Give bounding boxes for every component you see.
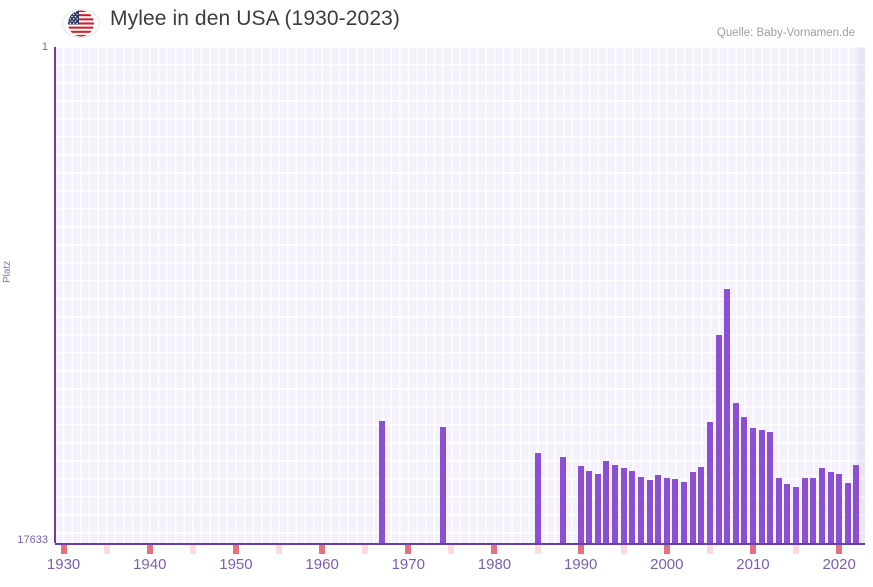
bar bbox=[784, 483, 791, 543]
bar bbox=[560, 456, 567, 543]
y-axis-title: Platz bbox=[2, 260, 13, 283]
bar bbox=[853, 465, 860, 543]
x-tickmark-minor bbox=[793, 545, 800, 554]
bar bbox=[793, 486, 800, 543]
x-axis-tick-label: 1970 bbox=[391, 556, 425, 573]
bar bbox=[732, 403, 739, 543]
chart-title: Mylee in den USA (1930-2023) bbox=[110, 7, 400, 30]
x-axis-tick-label: 2010 bbox=[736, 556, 770, 573]
bar bbox=[827, 472, 834, 543]
bar bbox=[655, 475, 662, 543]
x-tickmark-major bbox=[749, 545, 756, 554]
bar bbox=[612, 465, 619, 543]
bar bbox=[758, 429, 765, 543]
bar bbox=[534, 453, 541, 543]
bar bbox=[577, 466, 584, 543]
x-tickmark-minor bbox=[362, 545, 369, 554]
x-axis-labels: 1930 1940 1950 1960 1970 1980 1990 2000 2010 2020 bbox=[0, 556, 873, 582]
x-tickmark-major bbox=[146, 545, 153, 554]
bar bbox=[439, 426, 446, 543]
x-tickmark-major bbox=[836, 545, 843, 554]
x-tickmark-major bbox=[232, 545, 239, 554]
x-tickmark-major bbox=[60, 545, 67, 554]
x-axis-tick-label: 1980 bbox=[477, 556, 512, 573]
y-axis-line bbox=[54, 47, 56, 543]
bar bbox=[646, 480, 653, 543]
x-tickmark-minor bbox=[276, 545, 283, 554]
x-tickmark-minor bbox=[620, 545, 627, 554]
x-axis-line bbox=[55, 543, 865, 545]
x-tickmark-major bbox=[491, 545, 498, 554]
x-axis-tick-label: 1990 bbox=[563, 556, 598, 573]
bar bbox=[594, 474, 601, 543]
x-tickmark-major bbox=[405, 545, 412, 554]
bar bbox=[379, 420, 386, 543]
bar bbox=[698, 467, 705, 543]
bar bbox=[586, 471, 593, 543]
y-axis-tick-top: 1 bbox=[41, 41, 48, 53]
future-shaded-region bbox=[856, 47, 865, 543]
bar bbox=[767, 431, 774, 543]
x-tickmark-minor bbox=[706, 545, 713, 554]
plot-area bbox=[55, 47, 865, 543]
x-axis-tickmarks bbox=[55, 545, 865, 554]
chart-header: Mylee in den USA (1930-2023) Quelle: Bab… bbox=[0, 0, 873, 47]
bar bbox=[629, 471, 636, 543]
bar bbox=[844, 482, 851, 543]
x-axis-tick-label: 1940 bbox=[133, 556, 167, 573]
bar bbox=[663, 478, 670, 543]
bar-series bbox=[55, 47, 865, 543]
bar bbox=[681, 482, 688, 543]
x-axis-tick-label: 2020 bbox=[822, 556, 856, 573]
x-tickmark-major bbox=[663, 545, 670, 554]
x-axis-tick-label: 2000 bbox=[650, 556, 684, 573]
y-axis-tick-bottom: 17633 bbox=[17, 534, 48, 546]
bar bbox=[706, 422, 713, 543]
x-axis-tick-label: 1930 bbox=[46, 556, 81, 573]
x-tickmark-major bbox=[319, 545, 326, 554]
bar bbox=[749, 427, 756, 543]
x-tickmark-minor bbox=[103, 545, 110, 554]
bar bbox=[620, 468, 627, 543]
x-tickmark-major bbox=[577, 545, 584, 554]
x-axis-tick-label: 1960 bbox=[305, 556, 339, 573]
bar bbox=[810, 478, 817, 543]
bar bbox=[741, 416, 748, 543]
x-axis-tick-label: 1950 bbox=[219, 556, 253, 573]
bar bbox=[637, 477, 644, 543]
x-tickmark-minor bbox=[189, 545, 196, 554]
bar bbox=[603, 461, 610, 543]
bar bbox=[818, 468, 825, 543]
bar bbox=[715, 335, 722, 543]
x-tickmark-minor bbox=[448, 545, 455, 554]
bar bbox=[801, 478, 808, 543]
usa-flag-icon bbox=[63, 10, 99, 37]
bar bbox=[775, 478, 782, 543]
bar bbox=[836, 474, 843, 543]
bar bbox=[724, 289, 731, 543]
bar bbox=[689, 472, 696, 543]
source-attribution: Quelle: Baby-Vornamen.de bbox=[716, 27, 855, 39]
x-tickmark-minor bbox=[534, 545, 541, 554]
bar bbox=[672, 479, 679, 543]
